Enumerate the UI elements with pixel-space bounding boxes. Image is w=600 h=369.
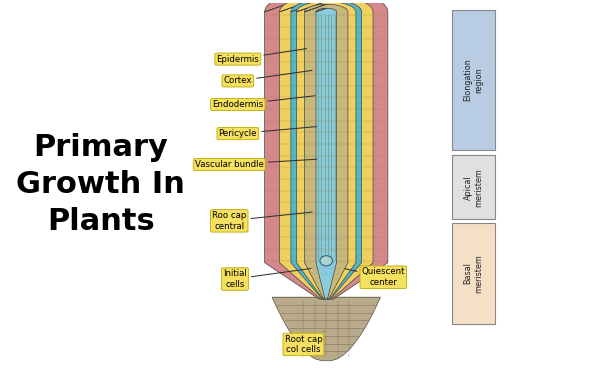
Text: Epidermis: Epidermis (217, 49, 307, 63)
Text: Basal
meristem: Basal meristem (463, 254, 483, 293)
Polygon shape (265, 0, 388, 299)
Polygon shape (316, 8, 337, 299)
Text: Vascular bundle: Vascular bundle (195, 159, 317, 169)
Polygon shape (291, 0, 362, 299)
FancyBboxPatch shape (452, 155, 494, 219)
Polygon shape (305, 4, 348, 299)
Text: Cortex: Cortex (224, 70, 312, 85)
Polygon shape (296, 1, 356, 299)
Text: Initial
cells: Initial cells (223, 269, 311, 289)
Text: Primary
Growth In
Plants: Primary Growth In Plants (16, 133, 185, 236)
Ellipse shape (320, 256, 332, 266)
Text: Pericycle: Pericycle (218, 127, 317, 138)
Polygon shape (272, 297, 380, 361)
FancyBboxPatch shape (452, 10, 494, 150)
Polygon shape (280, 0, 373, 299)
Text: Roo cap
central: Roo cap central (212, 211, 312, 231)
Text: Apical
meristem: Apical meristem (463, 168, 483, 207)
FancyBboxPatch shape (452, 223, 494, 324)
Text: Root cap
col cells: Root cap col cells (284, 331, 324, 354)
Text: Endodermis: Endodermis (212, 96, 315, 109)
Text: Quiescent
center: Quiescent center (345, 268, 405, 287)
Text: Elongation
region: Elongation region (463, 59, 483, 101)
